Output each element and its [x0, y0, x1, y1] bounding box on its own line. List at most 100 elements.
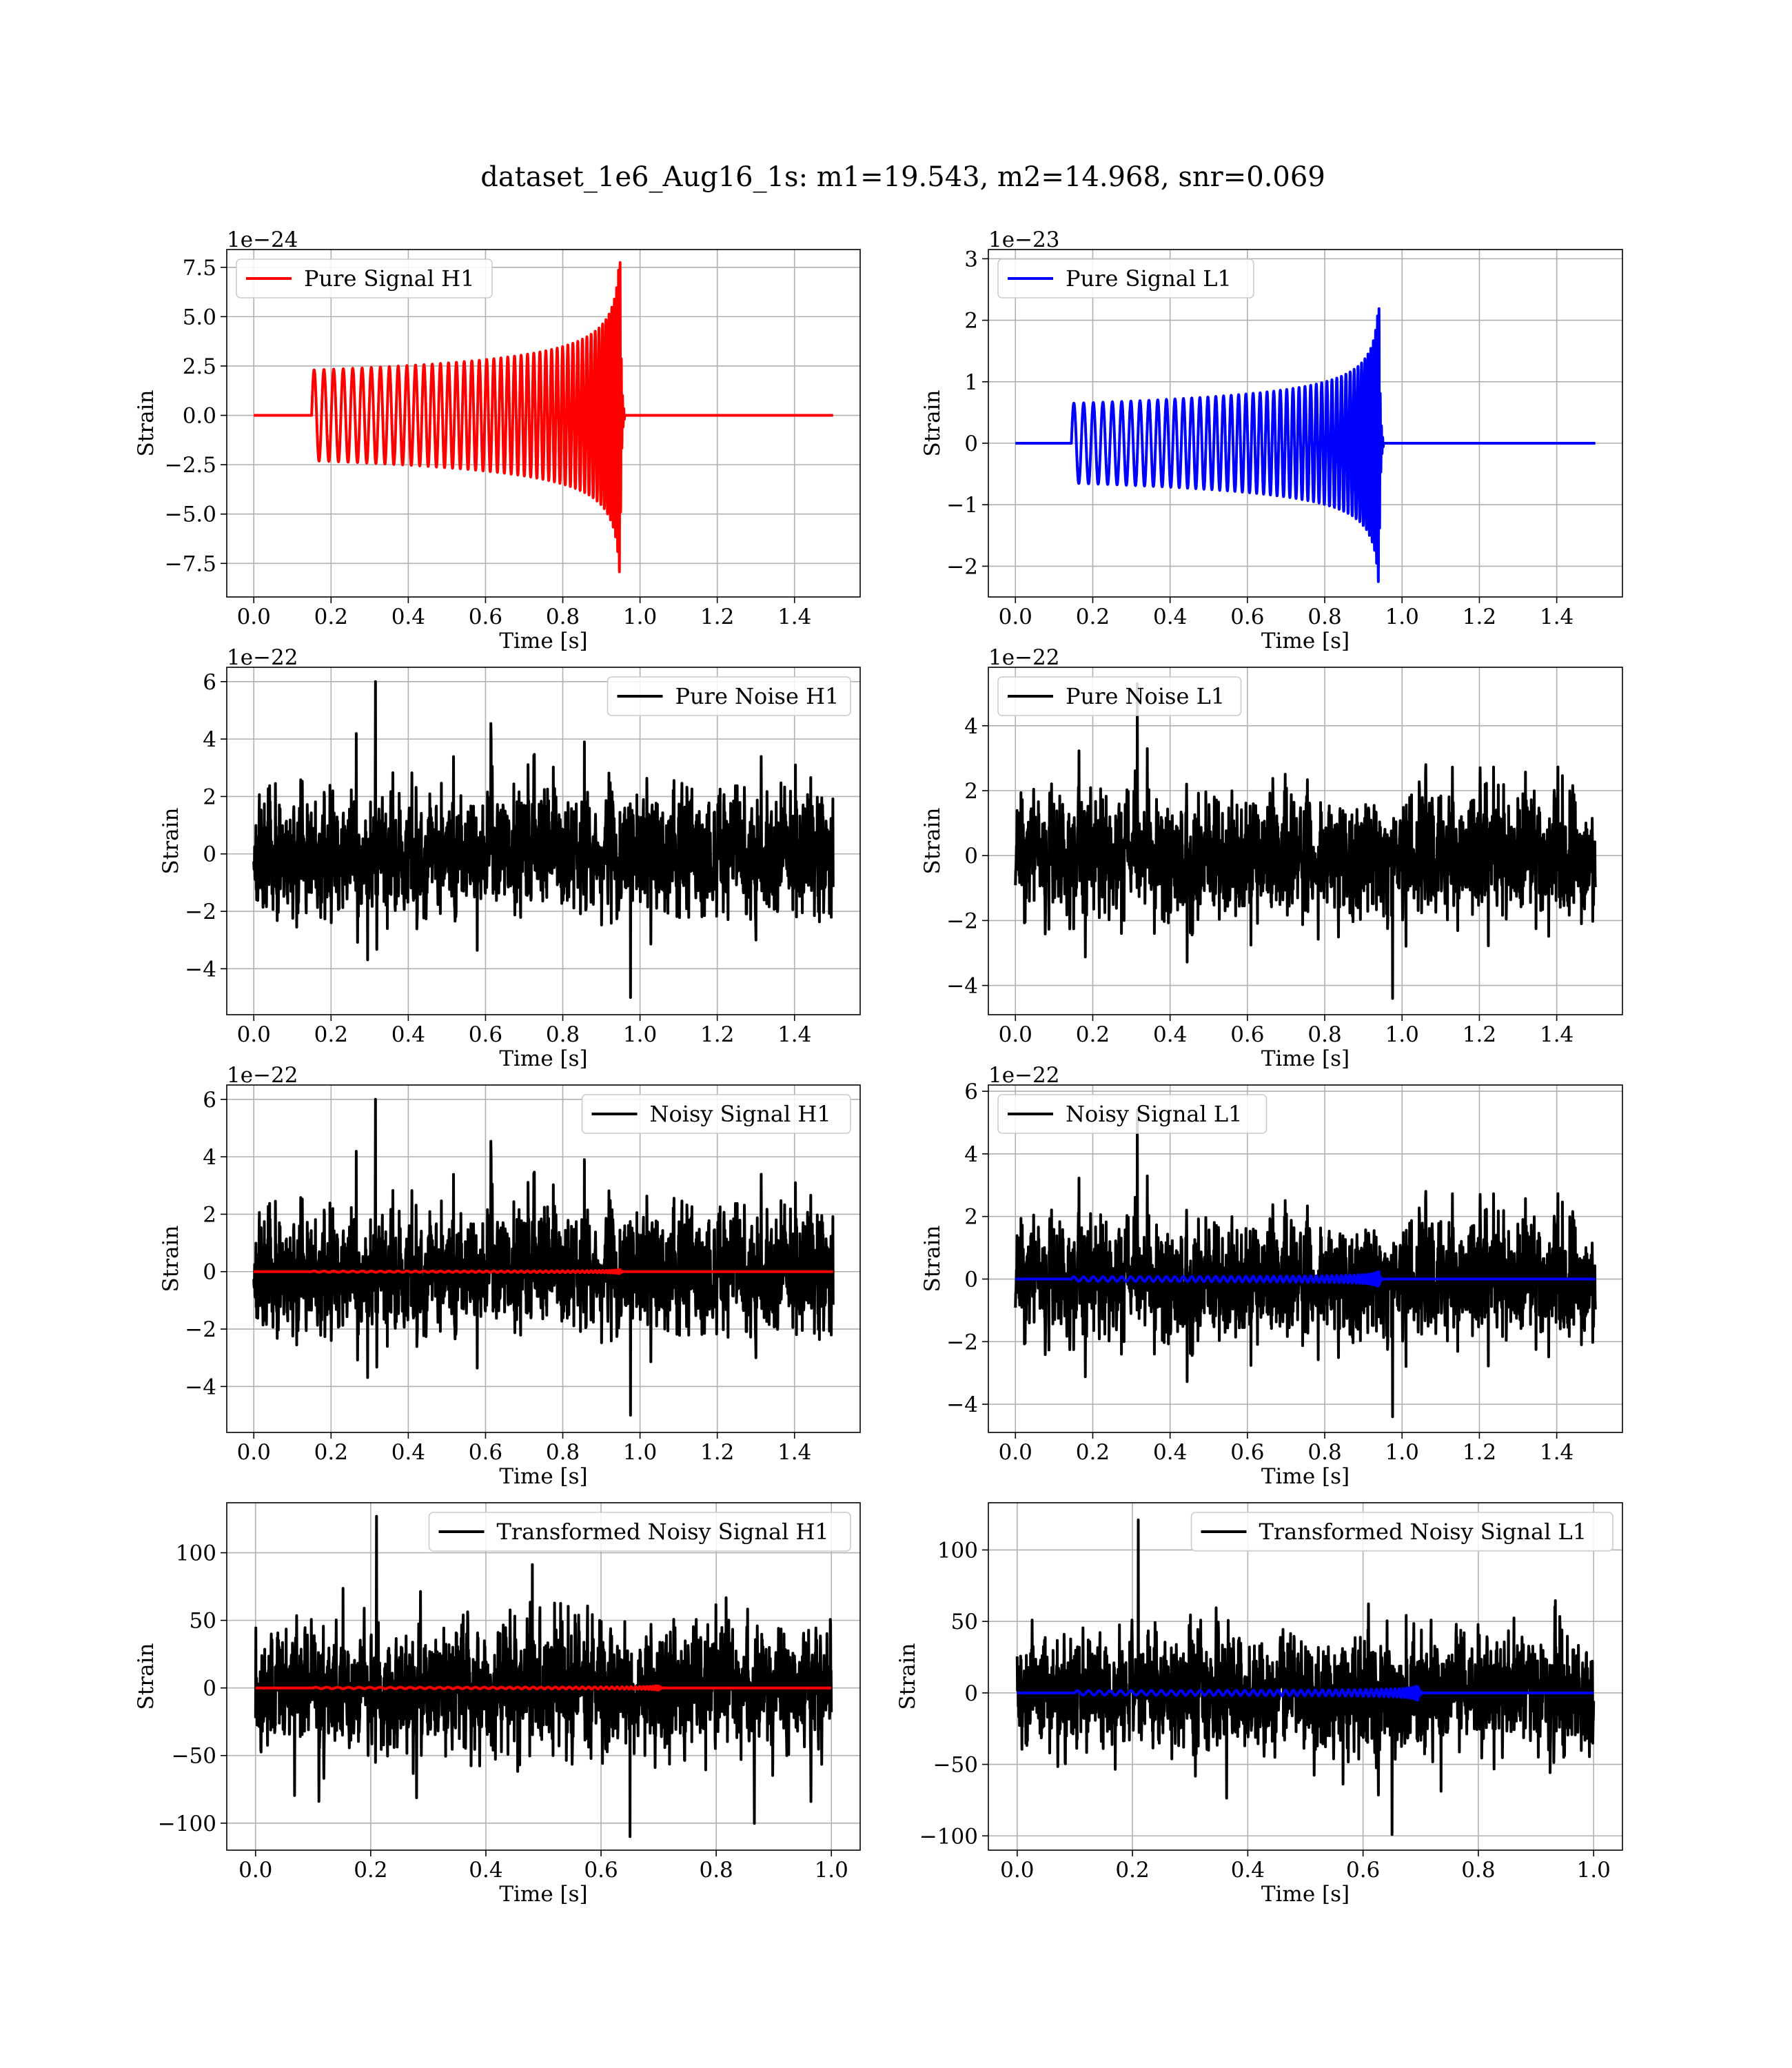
noise-series-line [1015, 1518, 1596, 1836]
x-tick-label: 1.0 [815, 1858, 848, 1883]
y-tick-label: −2.5 [165, 453, 216, 478]
subplot-transformed-noisy-signal-l1: 0.0 0.2 0.4 0.6 0.8 1.0 −100 −50 0 50 100 Time [s] S… [895, 1502, 1623, 1907]
x-tick-label: 1.0 [623, 1440, 657, 1465]
x-tick-label: 0.2 [354, 1858, 387, 1883]
x-tick-label: 0.4 [1153, 605, 1187, 629]
legend-label: Noisy Signal L1 [1066, 1101, 1243, 1127]
y-axis-label: Strain [159, 808, 183, 875]
legend-frame [428, 1512, 851, 1552]
x-tick-label: 0.2 [1076, 605, 1110, 629]
x-tick-label: 1.4 [1540, 1440, 1574, 1465]
subplot-grid: 0.0 0.2 0.4 0.6 0.8 1.0 1.2 1.4 −7.5 −5.0 −2.5 0.0 2… [134, 227, 1623, 1907]
x-tick-label: 0.2 [1076, 1440, 1110, 1465]
x-tick-label: 1.2 [1463, 605, 1496, 629]
y-tick-label: −4 [946, 974, 978, 999]
series-group [1014, 682, 1597, 1000]
x-tick-label: 0.8 [546, 1022, 580, 1047]
axes-frame [226, 1084, 861, 1433]
signal-series-line [252, 261, 835, 574]
x-tick-label: 1.2 [700, 1022, 734, 1047]
series-group [252, 680, 835, 999]
y-tick-label: 0 [964, 1268, 978, 1292]
x-tick-label: 1.4 [1540, 605, 1574, 629]
x-tick-label: 1.2 [700, 1440, 734, 1465]
x-tick-label: 0.6 [1230, 605, 1264, 629]
noise-series-line [252, 680, 835, 999]
x-tick-label: 1.2 [1463, 1440, 1496, 1465]
y-tick-label: −100 [919, 1824, 978, 1849]
legend-frame [236, 258, 493, 298]
y-tick-label: 4 [964, 1142, 978, 1167]
legend-label: Pure Signal L1 [1066, 265, 1232, 292]
legend: Transformed Noisy Signal L1 [1190, 1512, 1613, 1552]
x-axis-label: Time [s] [499, 1464, 587, 1489]
x-tick-label: 0.6 [469, 605, 502, 629]
legend-label: Pure Noise L1 [1066, 683, 1225, 709]
x-axis-label: Time [s] [1261, 629, 1350, 653]
y-tick-label: 5.0 [183, 305, 216, 330]
y-tick-label: −100 [158, 1812, 216, 1836]
series-group [254, 1514, 833, 1838]
x-tick-label: 0.0 [237, 1022, 271, 1047]
x-tick-label: 0.0 [237, 1440, 271, 1465]
y-tick-label: −2 [946, 554, 978, 579]
x-tick-label: 0.4 [391, 605, 425, 629]
x-axis-label: Time [s] [499, 629, 587, 653]
x-axis-label: Time [s] [1261, 1046, 1350, 1071]
legend-frame [607, 676, 851, 716]
legend-label: Transformed Noisy Signal L1 [1259, 1519, 1587, 1545]
x-tick-label: 0.6 [469, 1022, 502, 1047]
subplot-noisy-signal-h1: 0.0 0.2 0.4 0.6 0.8 1.0 1.2 1.4 −4 −2 0 2 4 6 Time [s]… [159, 1063, 861, 1489]
y-tick-label: 0.0 [183, 404, 216, 429]
y-tick-label: 2 [964, 309, 978, 334]
x-tick-label: 1.4 [777, 1022, 811, 1047]
x-tick-label: 0.0 [1000, 1858, 1034, 1883]
y-tick-label: 50 [190, 1609, 216, 1634]
legend-label: Pure Noise H1 [675, 683, 839, 709]
noise-series-line [1014, 682, 1597, 1000]
x-tick-label: 0.2 [314, 1440, 348, 1465]
y-tick-label: 1 [964, 370, 978, 395]
y-tick-label: 0 [964, 1681, 978, 1706]
y-tick-label: −2 [946, 1330, 978, 1355]
subplot-pure-signal-h1: 0.0 0.2 0.4 0.6 0.8 1.0 1.2 1.4 −7.5 −5.0 −2.5 0.0 2… [134, 227, 861, 653]
legend-frame [581, 1094, 851, 1134]
y-tick-label: 0 [964, 844, 978, 869]
subplot-transformed-noisy-signal-h1: 0.0 0.2 0.4 0.6 0.8 1.0 −100 −50 0 50 100 Time [s] S… [134, 1502, 861, 1907]
subplot-pure-signal-l1: 0.0 0.2 0.4 0.6 0.8 1.0 1.2 1.4 −2 −1 0 1 2 3 Time [s]… [920, 227, 1623, 653]
legend-frame [1190, 1512, 1613, 1552]
y-tick-label: 0 [964, 432, 978, 456]
y-tick-label: 2 [203, 784, 216, 809]
x-tick-label: 0.6 [1230, 1022, 1264, 1047]
y-tick-label: −50 [172, 1744, 216, 1769]
y-axis-label: Strain [134, 390, 159, 457]
y-tick-label: 100 [937, 1538, 978, 1563]
x-tick-label: 0.2 [1076, 1022, 1110, 1047]
series-group [252, 1097, 835, 1417]
y-axis-label: Strain [159, 1226, 183, 1292]
x-tick-label: 0.4 [1153, 1440, 1187, 1465]
x-tick-label: 0.0 [999, 1022, 1032, 1047]
axes-frame [988, 249, 1623, 598]
x-tick-label: 0.2 [314, 1022, 348, 1047]
y-tick-label: 7.5 [183, 256, 216, 281]
y-tick-label: −4 [946, 1392, 978, 1417]
x-tick-label: 0.2 [314, 605, 348, 629]
y-tick-label: −2 [185, 900, 216, 924]
signal-series-line [254, 1684, 833, 1692]
y-axis-label: Strain [920, 808, 945, 875]
x-tick-label: 0.0 [237, 605, 271, 629]
x-tick-label: 0.6 [584, 1858, 618, 1883]
signal-series-line [1016, 1684, 1595, 1702]
subplot-pure-noise-l1: 0.0 0.2 0.4 0.6 0.8 1.0 1.2 1.4 −4 −2 0 2 4 Time [s] S… [920, 645, 1623, 1071]
x-tick-label: 1.4 [1540, 1022, 1574, 1047]
y-tick-label: −4 [185, 957, 216, 982]
legend: Pure Noise H1 [607, 676, 851, 716]
series-group [1015, 1518, 1596, 1836]
axes-frame [226, 667, 861, 1015]
y-tick-label: 0 [203, 842, 216, 867]
x-tick-label: 0.6 [469, 1440, 502, 1465]
legend-frame [997, 258, 1254, 298]
x-tick-label: 1.0 [1385, 1440, 1419, 1465]
y-tick-label: −7.5 [165, 551, 216, 576]
